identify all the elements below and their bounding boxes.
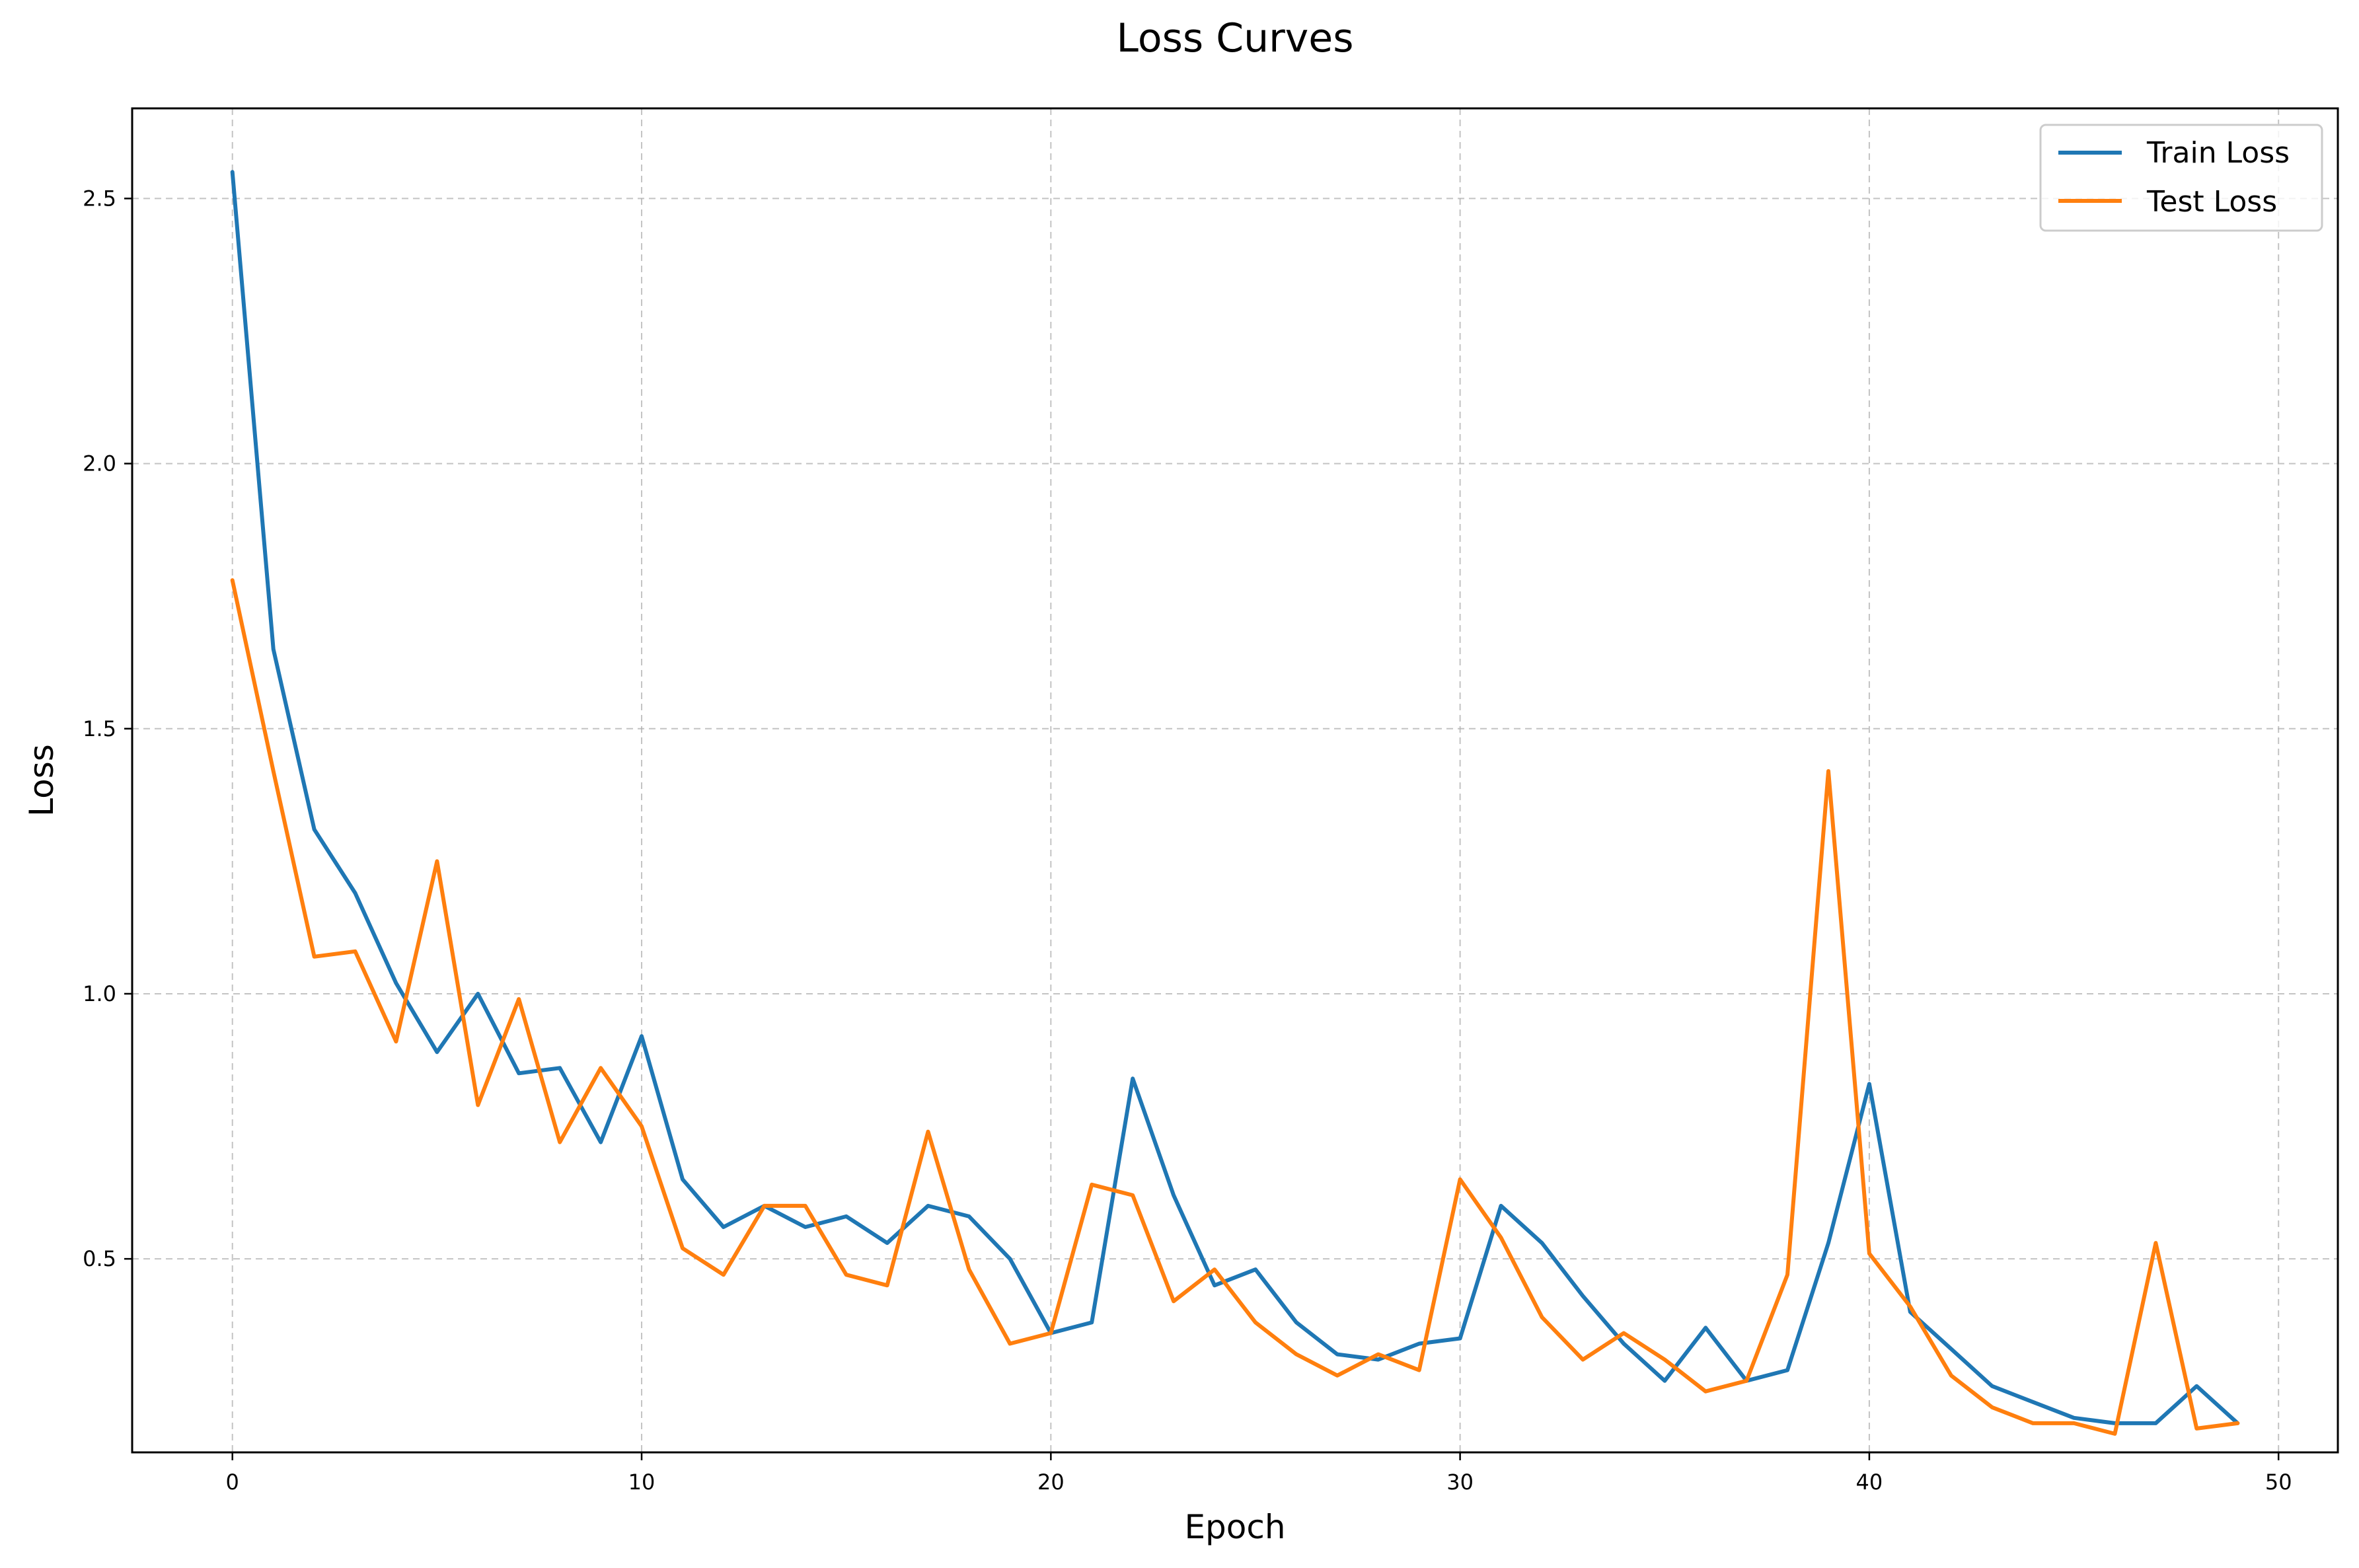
legend-label-test-loss: Test Loss bbox=[2146, 185, 2277, 219]
plot-frame bbox=[131, 107, 2339, 1454]
x-tick-label: 0 bbox=[226, 1470, 239, 1495]
y-tick-label: 1.0 bbox=[83, 981, 116, 1006]
x-axis-label: Epoch bbox=[1184, 1508, 1285, 1546]
x-tick-label: 20 bbox=[1037, 1470, 1065, 1495]
legend-label-train-loss: Train Loss bbox=[2146, 136, 2290, 170]
y-axis-label: Loss bbox=[22, 744, 61, 817]
legend: Train Loss Test Loss bbox=[2039, 124, 2323, 232]
y-tick-label: 2.5 bbox=[83, 186, 116, 211]
chart-title: Loss Curves bbox=[1117, 15, 1354, 61]
ticks: 0 10 20 30 40 50 0.5 1.0 1.5 2.0 2.5 bbox=[83, 186, 2292, 1495]
y-tick-label: 0.5 bbox=[83, 1246, 116, 1271]
series-lines bbox=[230, 170, 2240, 1436]
series-line-test-loss bbox=[230, 578, 2240, 1436]
x-tick-label: 50 bbox=[2265, 1470, 2292, 1495]
y-tick-label: 1.5 bbox=[83, 716, 116, 741]
y-tick-label: 2.0 bbox=[83, 451, 116, 476]
x-tick-label: 30 bbox=[1446, 1470, 1474, 1495]
grid bbox=[132, 108, 2338, 1452]
x-tick-label: 10 bbox=[628, 1470, 655, 1495]
series-line-train-loss bbox=[230, 170, 2240, 1425]
x-tick-label: 40 bbox=[1856, 1470, 1883, 1495]
